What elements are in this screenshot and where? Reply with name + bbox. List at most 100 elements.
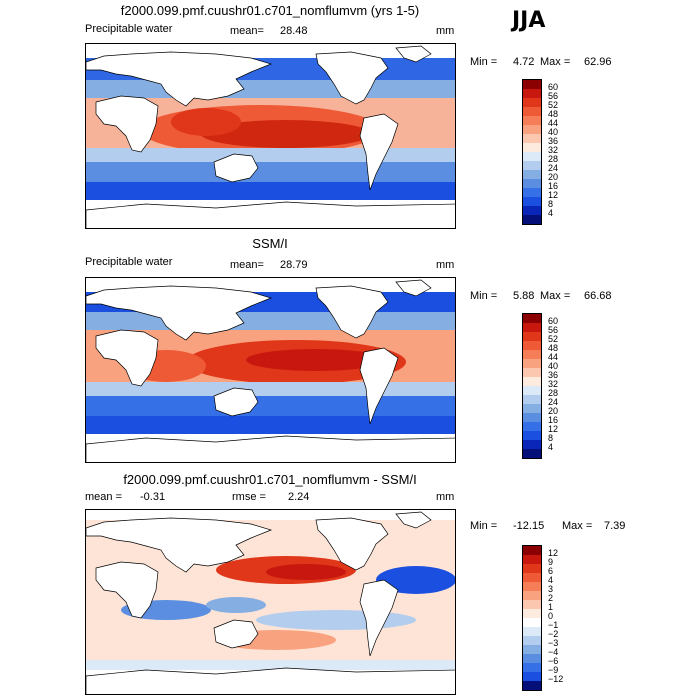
colorbar-swatch — [523, 555, 541, 564]
panel-diff-min-value: -12.15 — [513, 520, 545, 532]
colorbar-tick-label: 20 — [548, 172, 559, 182]
panel-diff-max-value: 7.39 — [604, 520, 626, 532]
colorbar-tick-label: 16 — [548, 415, 559, 425]
colorbar-swatch — [523, 215, 541, 224]
panel-model-max-value: 62.96 — [584, 56, 612, 68]
colorbar-tick-label: 9 — [548, 557, 554, 567]
colorbar-swatch — [523, 609, 541, 618]
colorbar-tick-label: −6 — [548, 656, 559, 666]
colorbar-swatch — [523, 314, 541, 323]
colorbar-tick-label: 32 — [548, 145, 559, 155]
panel-model-min-label: Min = — [470, 56, 498, 68]
colorbar-swatch — [523, 422, 541, 431]
colorbar-swatch — [523, 161, 541, 170]
panel-obs-min-value: 5.88 — [513, 290, 535, 302]
colorbar-swatch — [523, 350, 541, 359]
colorbar-swatch — [523, 618, 541, 627]
colorbar-swatch — [523, 125, 541, 134]
panel-obs-mean-value: 28.79 — [280, 259, 308, 271]
colorbar-tick-label: 56 — [548, 325, 559, 335]
colorbar-tick-label: −2 — [548, 629, 559, 639]
colorbar-swatch — [523, 116, 541, 125]
panel-obs-colorbar — [522, 313, 542, 459]
colorbar-swatch — [523, 80, 541, 89]
colorbar-swatch — [523, 440, 541, 449]
colorbar-tick-label: 4 — [548, 442, 554, 452]
colorbar-swatch — [523, 449, 541, 458]
panel-diff-rmse-label: rmse = — [232, 491, 266, 503]
colorbar-tick-label: 2 — [548, 593, 554, 603]
colorbar-swatch — [523, 386, 541, 395]
panel-model-colorbar — [522, 79, 542, 225]
panel-obs-title: SSM/I — [252, 236, 288, 251]
colorbar-swatch — [523, 341, 541, 350]
colorbar-swatch — [523, 645, 541, 654]
colorbar-tick-label: 4 — [548, 208, 554, 218]
panel-diff-colorbar — [522, 545, 542, 691]
colorbar-tick-label: 3 — [548, 584, 554, 594]
panel-diff-units: mm — [436, 491, 455, 503]
colorbar-tick-label: 32 — [548, 379, 559, 389]
panel-model-variable-label: Precipitable water — [85, 23, 173, 35]
colorbar-tick-label: 28 — [548, 154, 559, 164]
colorbar-swatch — [523, 582, 541, 591]
panel-obs-min-label: Min = — [470, 290, 498, 302]
colorbar-tick-label: −1 — [548, 620, 559, 630]
panel-model-title: f2000.099.pmf.cuushr01.c701_nomflumvm (y… — [120, 3, 420, 18]
panel-model-min-value: 4.72 — [513, 56, 535, 68]
colorbar-swatch — [523, 672, 541, 681]
panel-diff-title: f2000.099.pmf.cuushr01.c701_nomflumvm - … — [123, 472, 417, 487]
panel-diff-map — [85, 509, 456, 695]
colorbar-tick-label: 8 — [548, 199, 554, 209]
colorbar-tick-label: 48 — [548, 109, 559, 119]
colorbar-swatch — [523, 179, 541, 188]
panel-model-map — [85, 43, 456, 229]
colorbar-swatch — [523, 107, 541, 116]
colorbar-swatch — [523, 636, 541, 645]
colorbar-swatch — [523, 152, 541, 161]
colorbar-swatch — [523, 197, 541, 206]
colorbar-swatch — [523, 663, 541, 672]
colorbar-tick-label: 20 — [548, 406, 559, 416]
panel-model-units: mm — [436, 25, 455, 37]
panel-obs-max-label: Max = — [540, 290, 571, 302]
panel-obs-mean-label: mean= — [230, 259, 264, 271]
colorbar-tick-label: 16 — [548, 181, 559, 191]
colorbar-swatch — [523, 188, 541, 197]
panel-model-mean-value: 28.48 — [280, 25, 308, 37]
colorbar-swatch — [523, 170, 541, 179]
colorbar-swatch — [523, 134, 541, 143]
colorbar-swatch — [523, 413, 541, 422]
panel-diff-mean-label: mean = — [85, 491, 122, 503]
colorbar-swatch — [523, 654, 541, 663]
colorbar-swatch — [523, 591, 541, 600]
colorbar-tick-label: 24 — [548, 397, 559, 407]
colorbar-tick-label: 36 — [548, 136, 559, 146]
colorbar-swatch — [523, 359, 541, 368]
colorbar-swatch — [523, 206, 541, 215]
colorbar-tick-label: 40 — [548, 127, 559, 137]
colorbar-swatch — [523, 377, 541, 386]
panel-obs-units: mm — [436, 259, 455, 271]
colorbar-tick-label: 52 — [548, 334, 559, 344]
colorbar-tick-label: 6 — [548, 566, 554, 576]
colorbar-tick-label: 52 — [548, 100, 559, 110]
colorbar-swatch — [523, 681, 541, 690]
colorbar-tick-label: −12 — [548, 674, 564, 684]
colorbar-tick-label: 60 — [548, 82, 559, 92]
colorbar-tick-label: 0 — [548, 611, 554, 621]
colorbar-tick-label: 36 — [548, 370, 559, 380]
colorbar-tick-label: −9 — [548, 665, 559, 675]
panel-model-mean-label: mean= — [230, 25, 264, 37]
colorbar-tick-label: 40 — [548, 361, 559, 371]
colorbar-tick-label: 60 — [548, 316, 559, 326]
panel-model-max-label: Max = — [540, 56, 571, 68]
colorbar-swatch — [523, 368, 541, 377]
colorbar-tick-label: 44 — [548, 118, 559, 128]
panel-obs-variable-label: Precipitable water — [85, 256, 173, 268]
colorbar-tick-label: 12 — [548, 548, 559, 558]
colorbar-swatch — [523, 600, 541, 609]
colorbar-tick-label: 1 — [548, 602, 554, 612]
colorbar-swatch — [523, 143, 541, 152]
colorbar-tick-label: 24 — [548, 163, 559, 173]
